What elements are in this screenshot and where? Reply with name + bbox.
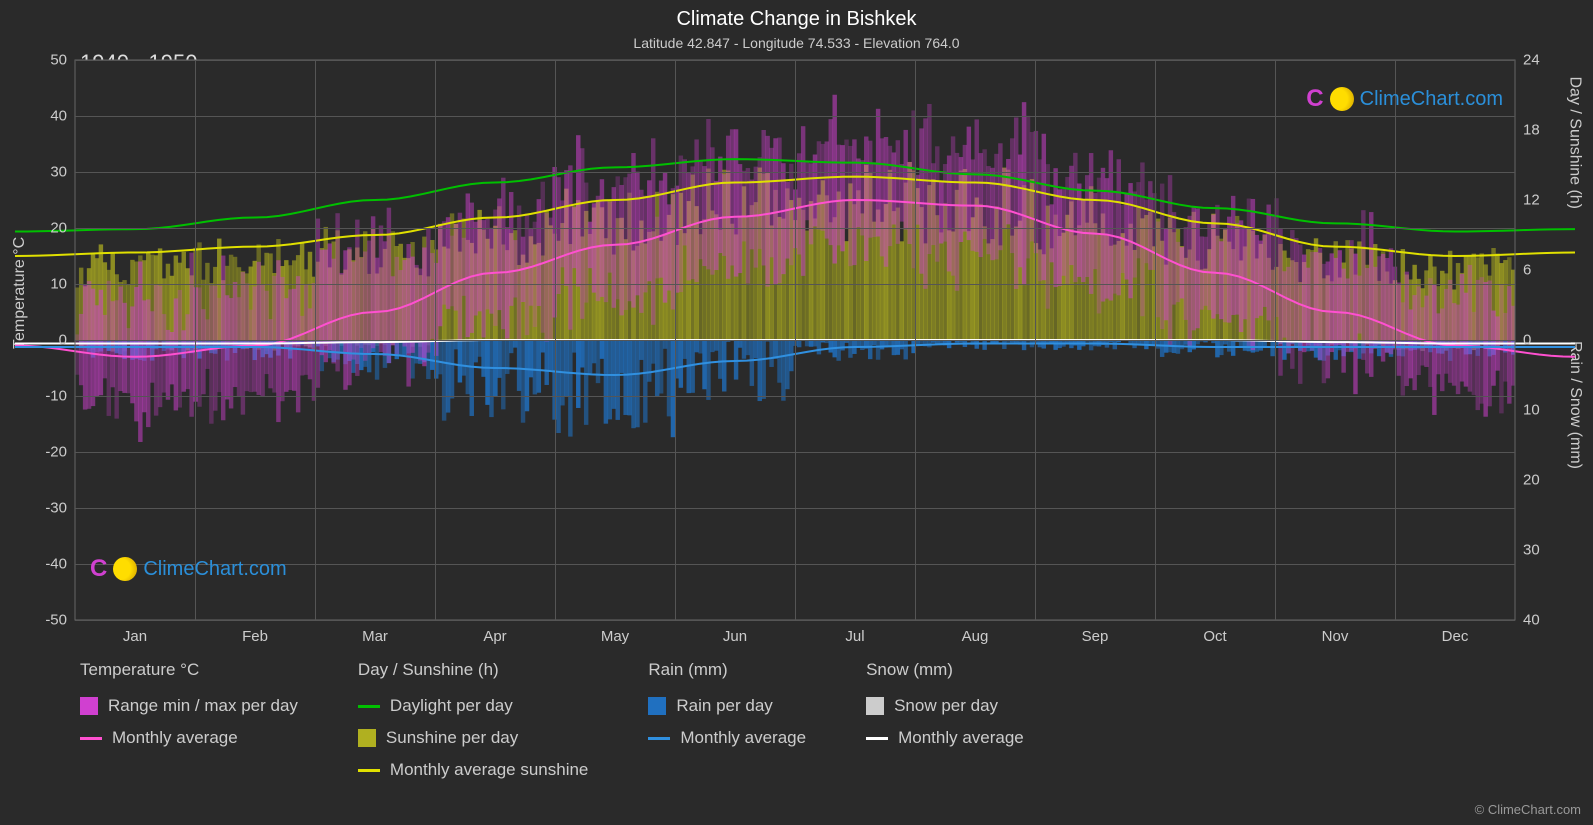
grid-line bbox=[1035, 60, 1036, 620]
legend-column: Temperature °C Range min / max per day Mon… bbox=[80, 660, 298, 780]
legend-label: Range min / max per day bbox=[108, 696, 298, 716]
y-axis-right-label-bottom: Rain / Snow (mm) bbox=[1566, 341, 1584, 469]
watermark-text: ClimeChart.com bbox=[143, 558, 286, 581]
y-tick-left: 0 bbox=[59, 332, 67, 349]
y-tick-right: 18 bbox=[1523, 122, 1540, 139]
x-tick-month: Nov bbox=[1322, 628, 1349, 645]
y-tick-left: 40 bbox=[50, 108, 67, 125]
legend-swatch bbox=[358, 769, 380, 772]
y-tick-right: 40 bbox=[1523, 612, 1540, 629]
x-tick-month: Oct bbox=[1203, 628, 1226, 645]
legend-label: Monthly average bbox=[680, 728, 806, 748]
y-tick-right: 6 bbox=[1523, 262, 1531, 279]
grid-line bbox=[435, 60, 436, 620]
legend-label: Monthly average bbox=[898, 728, 1024, 748]
plot-area: -50-40-30-20-100102030405006121824102030… bbox=[75, 60, 1515, 620]
grid-line bbox=[555, 60, 556, 620]
y-tick-left: 10 bbox=[50, 276, 67, 293]
y-tick-left: -30 bbox=[45, 500, 67, 517]
legend-item: Monthly average sunshine bbox=[358, 760, 588, 780]
legend-item: Daylight per day bbox=[358, 696, 588, 716]
legend-area: Temperature °C Range min / max per day Mon… bbox=[80, 660, 1520, 780]
legend-swatch bbox=[358, 705, 380, 708]
legend-header: Day / Sunshine (h) bbox=[358, 660, 588, 680]
logo-sun-icon bbox=[1330, 87, 1354, 111]
legend-label: Rain per day bbox=[676, 696, 772, 716]
legend-item: Monthly average bbox=[648, 728, 806, 748]
x-tick-month: Jun bbox=[723, 628, 747, 645]
y-tick-left: -20 bbox=[45, 444, 67, 461]
legend-header: Rain (mm) bbox=[648, 660, 806, 680]
y-axis-left-label: Temperature °C bbox=[11, 237, 29, 349]
logo-c-icon: C bbox=[90, 555, 107, 583]
legend-header: Temperature °C bbox=[80, 660, 298, 680]
legend-swatch bbox=[358, 729, 376, 747]
y-tick-right: 10 bbox=[1523, 402, 1540, 419]
y-tick-left: -40 bbox=[45, 556, 67, 573]
chart-title: Climate Change in Bishkek bbox=[676, 8, 916, 31]
legend-swatch bbox=[866, 737, 888, 740]
y-tick-right: 20 bbox=[1523, 472, 1540, 489]
x-tick-month: Sep bbox=[1082, 628, 1109, 645]
legend-header: Snow (mm) bbox=[866, 660, 1024, 680]
legend-swatch bbox=[80, 737, 102, 740]
grid-line bbox=[195, 60, 196, 620]
x-tick-month: Dec bbox=[1442, 628, 1469, 645]
y-tick-left: -10 bbox=[45, 388, 67, 405]
legend-item: Snow per day bbox=[866, 696, 1024, 716]
legend-item: Monthly average bbox=[80, 728, 298, 748]
x-tick-month: Jan bbox=[123, 628, 147, 645]
x-tick-month: Feb bbox=[242, 628, 268, 645]
x-tick-month: Mar bbox=[362, 628, 388, 645]
y-tick-left: 50 bbox=[50, 52, 67, 69]
y-tick-right: 0 bbox=[1523, 332, 1531, 349]
chart-subtitle: Latitude 42.847 - Longitude 74.533 - Ele… bbox=[633, 35, 959, 51]
legend-swatch bbox=[80, 697, 98, 715]
y-tick-left: -50 bbox=[45, 612, 67, 629]
legend-item: Sunshine per day bbox=[358, 728, 588, 748]
chart-container: -50-40-30-20-100102030405006121824102030… bbox=[75, 60, 1515, 620]
x-tick-month: Apr bbox=[483, 628, 506, 645]
y-axis-right-label-top: Day / Sunshine (h) bbox=[1566, 76, 1584, 209]
x-tick-month: Aug bbox=[962, 628, 989, 645]
legend-label: Sunshine per day bbox=[386, 728, 518, 748]
grid-line bbox=[75, 620, 1515, 621]
y-tick-right: 24 bbox=[1523, 52, 1540, 69]
y-tick-right: 30 bbox=[1523, 542, 1540, 559]
y-tick-left: 30 bbox=[50, 164, 67, 181]
grid-line bbox=[795, 60, 796, 620]
x-tick-month: May bbox=[601, 628, 629, 645]
legend-item: Rain per day bbox=[648, 696, 806, 716]
grid-line bbox=[675, 60, 676, 620]
legend-item: Range min / max per day bbox=[80, 696, 298, 716]
legend-item: Monthly average bbox=[866, 728, 1024, 748]
logo-sun-icon bbox=[113, 557, 137, 581]
watermark-top: C ClimeChart.com bbox=[1306, 85, 1503, 113]
legend-column: Snow (mm) Snow per day Monthly average bbox=[866, 660, 1024, 780]
legend-column: Rain (mm) Rain per day Monthly average bbox=[648, 660, 806, 780]
legend-label: Monthly average bbox=[112, 728, 238, 748]
watermark-bottom: C ClimeChart.com bbox=[90, 555, 287, 583]
grid-line bbox=[1275, 60, 1276, 620]
grid-line bbox=[1395, 60, 1396, 620]
y-tick-left: 20 bbox=[50, 220, 67, 237]
y-tick-right: 12 bbox=[1523, 192, 1540, 209]
grid-line bbox=[315, 60, 316, 620]
legend-swatch bbox=[648, 697, 666, 715]
watermark-text: ClimeChart.com bbox=[1360, 88, 1503, 111]
legend-swatch bbox=[648, 737, 670, 740]
grid-line bbox=[915, 60, 916, 620]
logo-c-icon: C bbox=[1306, 85, 1323, 113]
legend-label: Monthly average sunshine bbox=[390, 760, 588, 780]
legend-column: Day / Sunshine (h) Daylight per day Sunshi… bbox=[358, 660, 588, 780]
copyright: © ClimeChart.com bbox=[1475, 802, 1581, 817]
grid-line bbox=[1155, 60, 1156, 620]
legend-label: Snow per day bbox=[894, 696, 998, 716]
legend-label: Daylight per day bbox=[390, 696, 513, 716]
legend-swatch bbox=[866, 697, 884, 715]
x-tick-month: Jul bbox=[845, 628, 864, 645]
